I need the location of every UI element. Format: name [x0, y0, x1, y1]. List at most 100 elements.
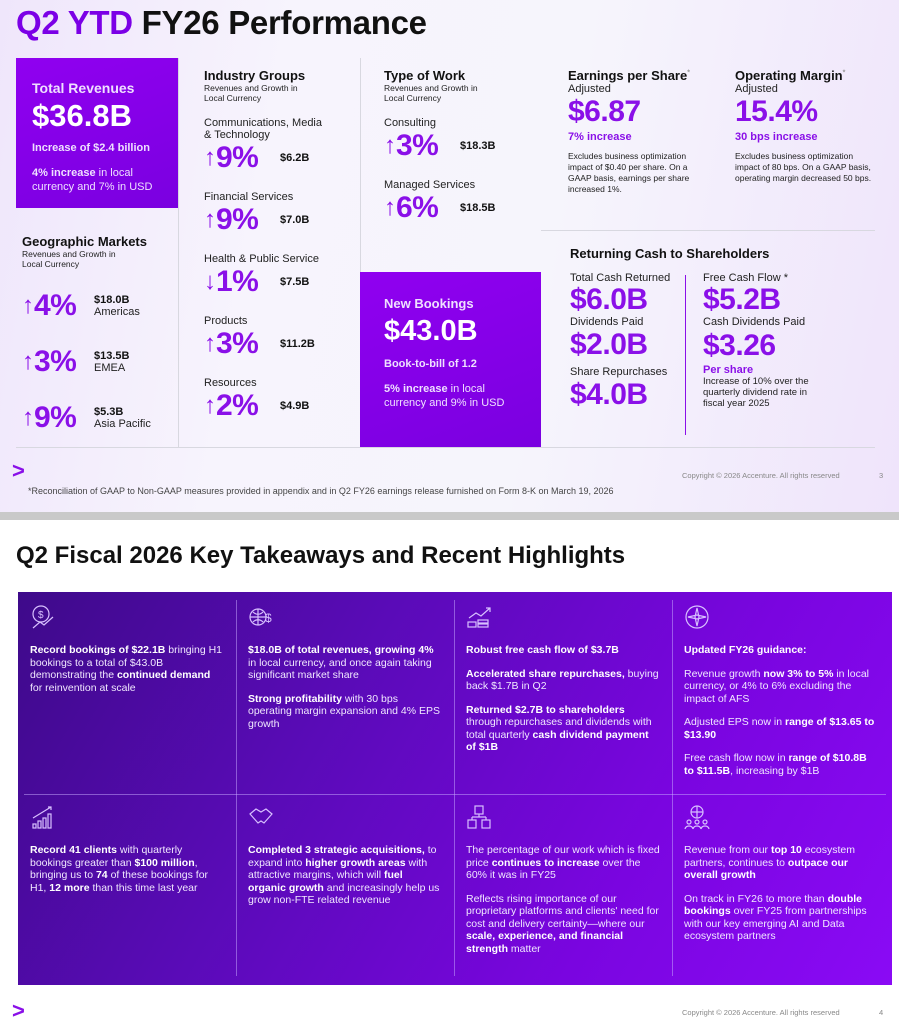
highlight-text: On track in FY26 to more than double boo… — [684, 892, 867, 943]
arrow-up-icon: ↑ — [204, 206, 216, 233]
slide-separator — [0, 512, 899, 520]
metric-item: Communications, Media & Technology ↑ 9% $6.… — [204, 117, 354, 175]
accenture-logo: > — [12, 998, 25, 1023]
total-revenues-growth: 4% increase in local currency and 7% in … — [32, 167, 153, 193]
cash-left: Total Cash Returned $6.0B Dividends Paid… — [570, 272, 671, 411]
metric-percent: 4% — [34, 289, 77, 322]
metric-percent: 3% — [216, 327, 259, 360]
highlight-text: Free cash flow now in range of $10.8B to… — [684, 752, 867, 777]
geographic-markets: Geographic Markets Revenues and Growth i… — [22, 234, 172, 435]
highlight-text: Completed 3 strategic acquisitions, to e… — [248, 844, 440, 906]
svg-text:$: $ — [265, 611, 272, 625]
metric-amount: $4.9B — [280, 400, 310, 412]
highlight-cell: Robust free cash flow of $3.7B Accelerate… — [454, 604, 672, 765]
cash-right: Free Cash Flow * $5.2B Cash Dividends Pa… — [703, 272, 809, 409]
metric-name: Asia Pacific — [94, 418, 151, 430]
highlight-cell: Completed 3 strategic acquisitions, to e… — [236, 804, 454, 918]
type-of-work: Type of Work Revenues and Growth in Loca… — [384, 68, 534, 225]
total-revenues-card: Total Revenues $36.8B Increase of $2.4 b… — [16, 58, 178, 208]
industry-groups: Industry Groups Revenues and Growth in L… — [204, 68, 354, 423]
metric-amount: $7.5B — [280, 276, 310, 288]
arrow-down-icon: ↓ — [204, 268, 216, 295]
highlight-text: The percentage of our work which is fixe… — [466, 844, 660, 881]
metric-percent: 9% — [216, 141, 259, 174]
arrow-up-icon: ↑ — [384, 194, 396, 221]
metric-item: ↑ 9% $5.3B Asia Pacific — [22, 401, 172, 435]
slide-takeaways: Q2 Fiscal 2026 Key Takeaways and Recent … — [0, 520, 899, 1024]
divider — [16, 447, 875, 448]
dollar-growth-icon: $ — [32, 605, 54, 629]
page-title: Q2 YTD FY26 Performance — [16, 4, 427, 41]
metric-item: Financial Services ↑ 9% $7.0B — [204, 191, 354, 237]
metric-amount: $18.0B — [94, 294, 130, 306]
bookings-growth: 5% increase in local currency and 9% in … — [384, 383, 505, 409]
divider — [454, 600, 455, 976]
metric-percent: 9% — [216, 203, 259, 236]
highlight-text: Accelerated share repurchases, buying ba… — [466, 667, 659, 693]
metric-percent: 2% — [216, 389, 259, 422]
operating-margin-card: Operating Margin* Adjusted 15.4% 30 bps … — [735, 68, 872, 183]
bar-chart-growth-icon — [32, 806, 52, 829]
arrow-up-icon: ↑ — [384, 132, 396, 159]
arrow-up-icon: ↑ — [22, 292, 34, 319]
highlight-cell: Updated FY26 guidance: Revenue growth now… — [672, 604, 890, 788]
metric-amount: $7.0B — [280, 214, 310, 226]
highlight-text: Returned $2.7B to shareholders through r… — [466, 703, 652, 754]
highlight-text: Revenue growth now 3% to 5% in local cur… — [684, 667, 870, 705]
divider — [24, 794, 886, 795]
handshake-icon — [249, 808, 273, 824]
highlight-text: Adjusted EPS now in range of $13.65 to $… — [684, 716, 875, 741]
metric-amount: $18.5B — [460, 202, 496, 214]
metric-percent: 1% — [216, 265, 259, 298]
globe-dollar-icon: $ — [249, 608, 272, 626]
page-title: Q2 Fiscal 2026 Key Takeaways and Recent … — [16, 542, 626, 569]
highlight-text: Record 41 clients with quarterly booking… — [30, 844, 209, 894]
highlight-text: Reflects rising importance of our propri… — [466, 892, 659, 955]
highlights-panel: $ Record bookings of $22.1B bringing H1 b… — [18, 592, 892, 985]
globe-people-icon — [684, 805, 710, 830]
divider — [541, 230, 875, 231]
returning-cash: Returning Cash to Shareholders — [570, 246, 770, 261]
metric-percent: 6% — [396, 191, 439, 224]
metric-name: EMEA — [94, 362, 126, 374]
divider — [236, 600, 237, 976]
metric-name: Products — [204, 315, 248, 327]
metric-item: Health & Public Service ↓ 1% $7.5B — [204, 253, 354, 299]
metric-percent: 3% — [34, 345, 77, 378]
metric-percent: 3% — [396, 129, 439, 162]
highlight-cell: Record 41 clients with quarterly booking… — [18, 804, 236, 905]
metric-item: Consulting ↑ 3% $18.3B — [384, 117, 534, 163]
highlight-text: Revenue from our top 10 ecosystem partne… — [684, 844, 855, 881]
highlight-cell: The percentage of our work which is fixe… — [454, 804, 672, 966]
metric-name: Managed Services — [384, 179, 476, 191]
divider — [672, 600, 673, 976]
metric-item: ↑ 3% $13.5B EMEA — [22, 345, 172, 379]
highlight-text: Updated FY26 guidance: — [684, 644, 807, 656]
metric-item: Products ↑ 3% $11.2B — [204, 315, 354, 361]
highlight-text: Strong profitability with 30 bps operati… — [248, 692, 441, 730]
accenture-logo: > — [12, 458, 25, 483]
metric-amount: $13.5B — [94, 350, 130, 362]
arrow-up-icon: ↑ — [204, 330, 216, 357]
metric-item: ↑ 4% $18.0B Americas — [22, 289, 172, 323]
highlight-text: Record bookings of $22.1B bringing H1 bo… — [30, 644, 222, 694]
compass-icon — [685, 605, 709, 629]
footnote: *Reconciliation of GAAP to Non-GAAP meas… — [28, 486, 614, 496]
metric-amount: $6.2B — [280, 152, 310, 164]
metric-item: Resources ↑ 2% $4.9B — [204, 377, 354, 423]
metric-amount: $18.3B — [460, 140, 496, 152]
highlight-text: Robust free cash flow of $3.7B — [466, 644, 619, 656]
highlight-cell: $ Record bookings of $22.1B bringing H1 b… — [18, 604, 236, 705]
metric-name: Communications, Media & Technology — [204, 117, 322, 141]
metric-name: Resources — [204, 377, 257, 389]
metric-name: Financial Services — [204, 191, 294, 203]
arrow-up-icon: ↑ — [22, 348, 34, 375]
highlight-cell: $ $18.0B of total revenues, growing 4% in… — [236, 604, 454, 741]
divider — [360, 58, 361, 272]
metric-name: Health & Public Service — [204, 253, 319, 265]
metric-amount: $11.2B — [280, 338, 315, 350]
metric-item: Managed Services ↑ 6% $18.5B — [384, 179, 534, 225]
metric-amount: $5.3B — [94, 406, 124, 418]
new-bookings-card: New Bookings $43.0B Book-to-bill of 1.2 … — [360, 272, 541, 447]
divider — [685, 275, 686, 435]
